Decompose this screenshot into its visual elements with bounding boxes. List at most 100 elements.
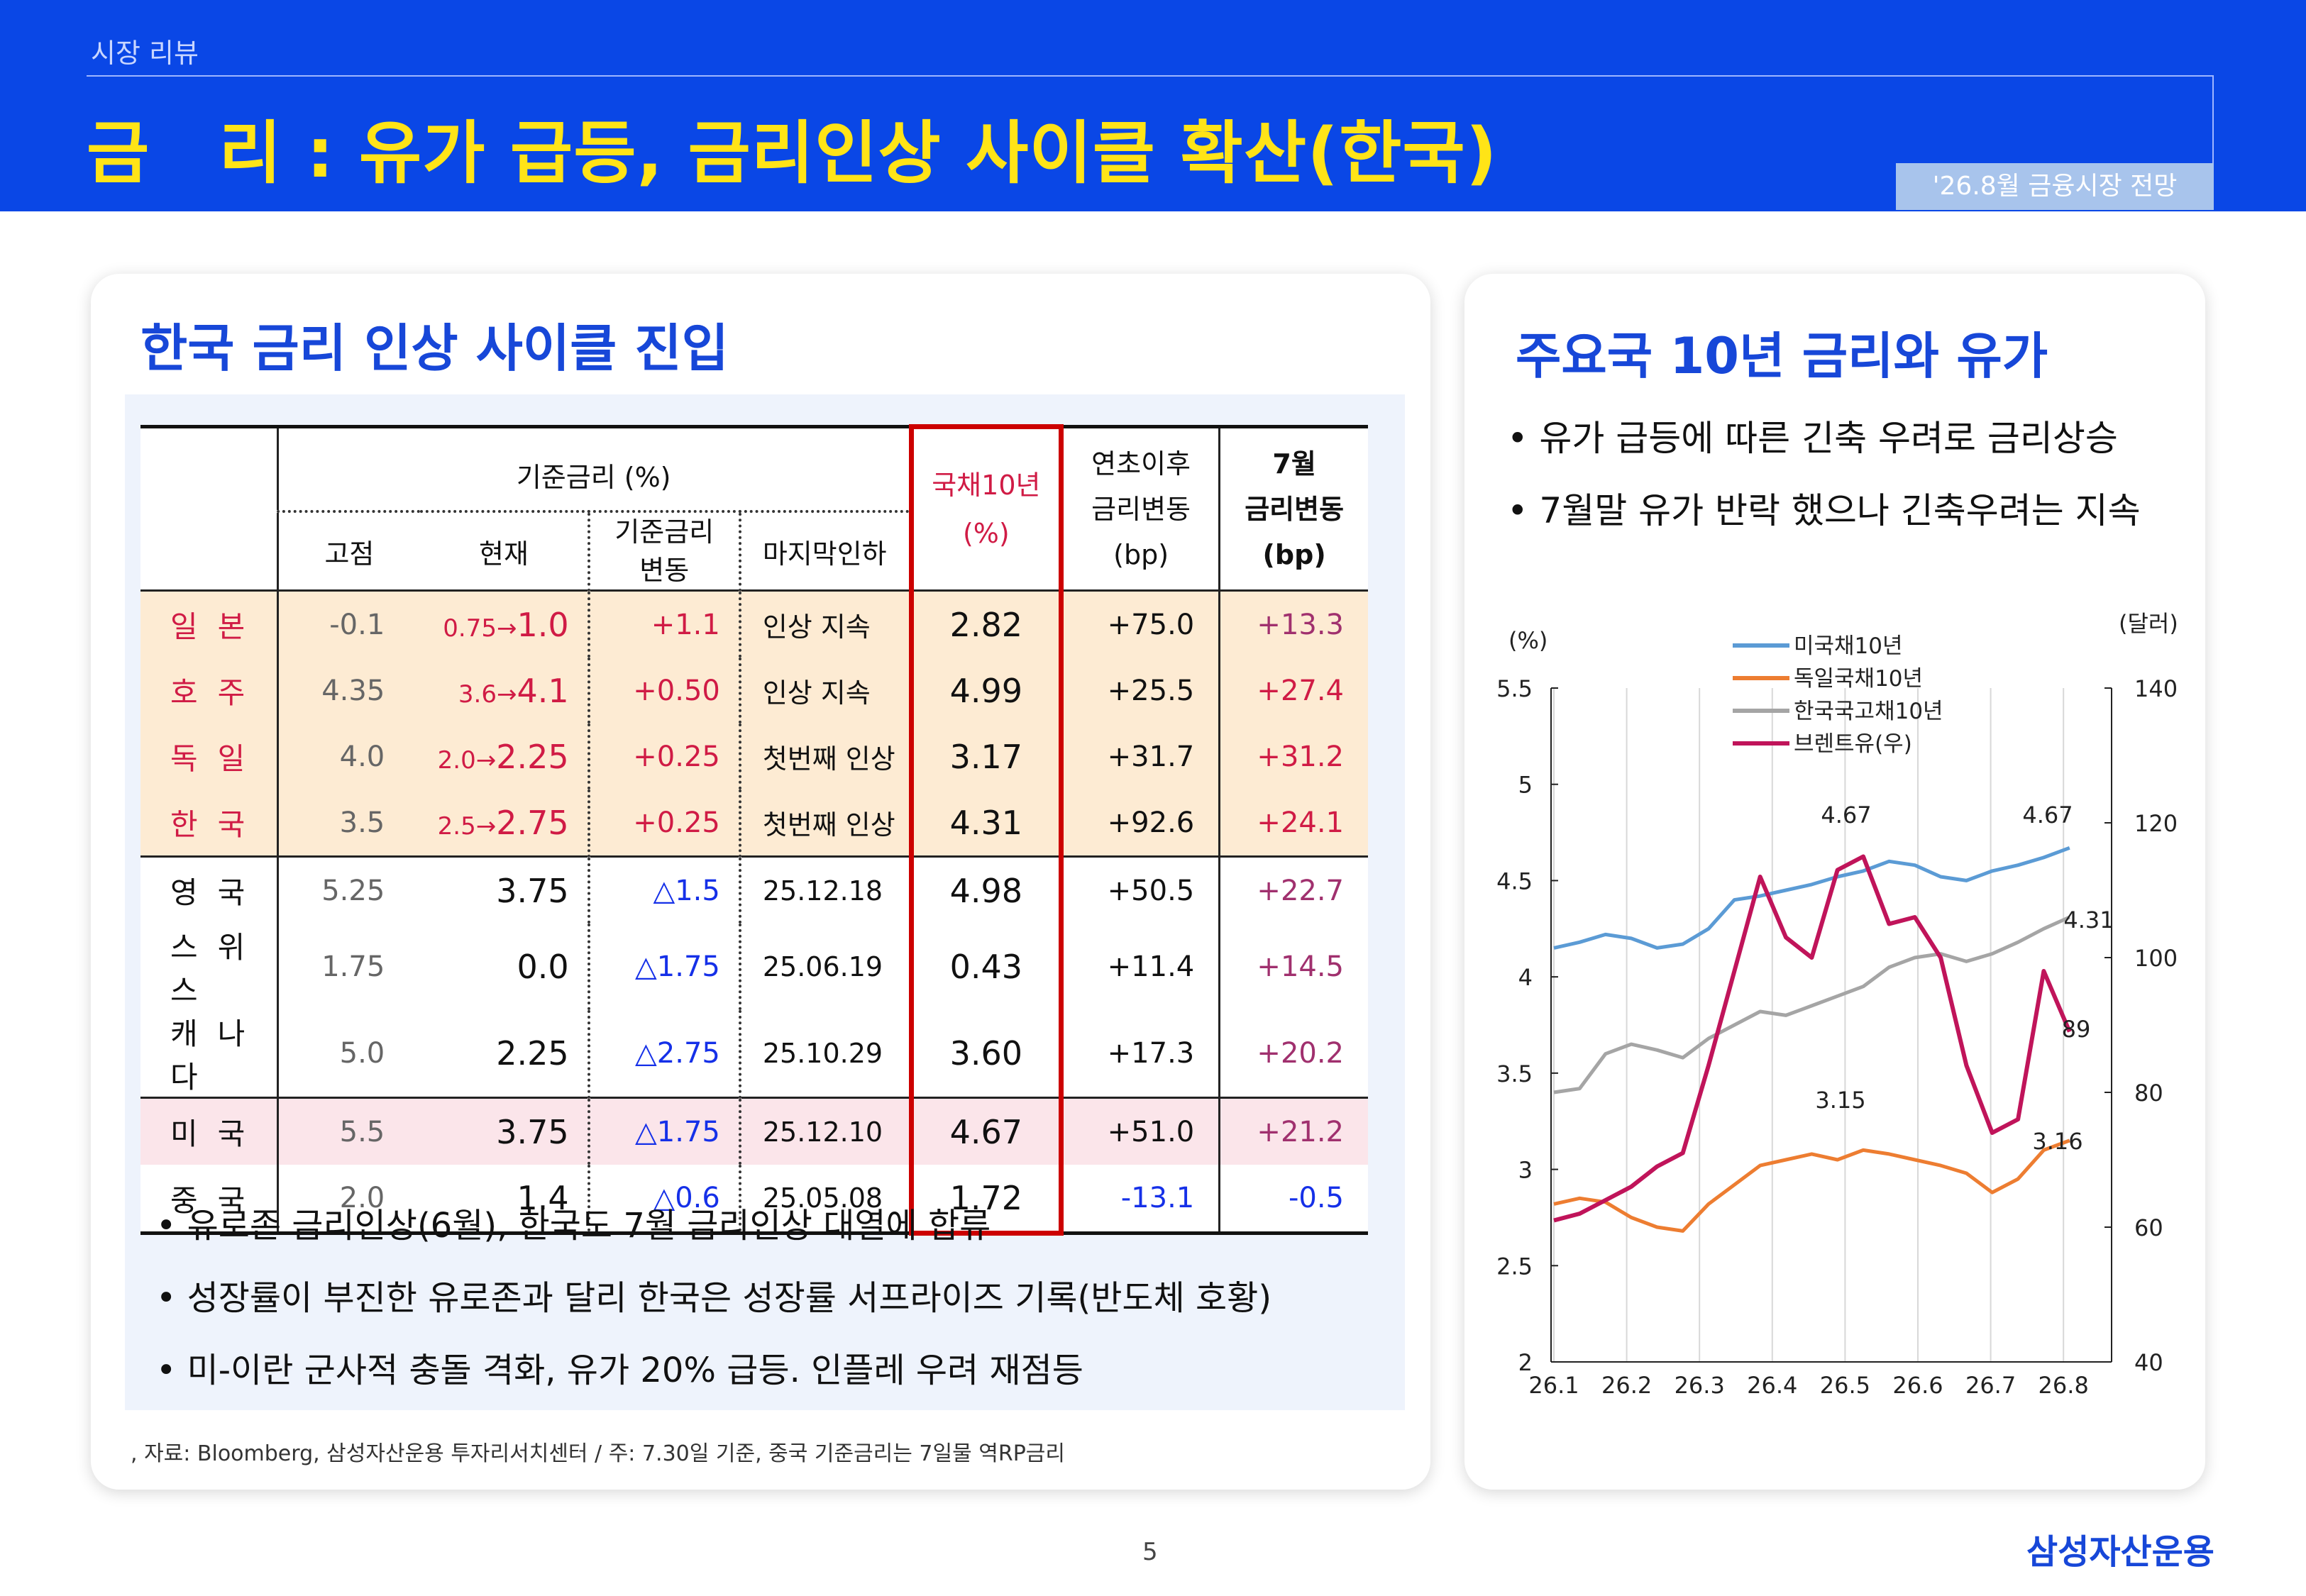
- x-tick-label: 26.1: [1528, 1372, 1579, 1399]
- cell-country: 독일: [140, 724, 279, 789]
- cell-change: △0.6: [588, 1165, 741, 1234]
- cell-current-to: 1.0: [517, 605, 569, 644]
- y-tick-label-left: 3.5: [1496, 1060, 1533, 1087]
- header-rule: [87, 75, 2214, 77]
- cell-current-to: 2.75: [496, 803, 569, 842]
- left-axis-unit: (%): [1508, 627, 1548, 654]
- cell-change: △1.75: [588, 1097, 741, 1165]
- date-badge: '26.8월 금융시장 전망: [1896, 163, 2214, 210]
- left-bullet: • 미-이란 군사적 충돌 격화, 유가 20% 급등. 인플레 우려 재점등: [156, 1351, 1083, 1390]
- y-tick-label-left: 5.5: [1496, 675, 1533, 702]
- cell-current-to: 3.75: [496, 1112, 569, 1151]
- cell-july: +22.7: [1219, 856, 1368, 924]
- cell-ytd: +11.4: [1061, 924, 1221, 1010]
- cell-last-cut: 첫번째 인상: [739, 724, 912, 789]
- rates-oil-chart: 2 2.5 3 3.5 4 4.5 5 5.5 40 60 80 100 120 140 26.1 26.2 2…: [1496, 610, 2178, 1399]
- cell-last-cut: 25.12.10: [739, 1097, 912, 1165]
- y-tick-label-left: 4: [1518, 964, 1533, 991]
- cell-ytd: +25.5: [1061, 658, 1221, 724]
- cell-change: +0.25: [588, 724, 741, 789]
- cell-current-from: 0.75→: [443, 614, 517, 643]
- header-bar: 시장 리뷰 금 리 : 유가 급등, 금리인상 사이클 확산(한국) '26.8…: [0, 0, 2306, 211]
- cell-ytd: +51.0: [1061, 1097, 1221, 1165]
- data-label: 3.16: [2032, 1128, 2082, 1155]
- col-header-july: 7월 금리변동 (bp): [1219, 426, 1368, 591]
- section-label: 시장 리뷰: [91, 38, 199, 69]
- cell-current: 2.0→2.25: [420, 724, 590, 789]
- cell-last-cut: 첫번째 인상: [739, 789, 912, 857]
- y-tick-label-right: 140: [2134, 675, 2178, 702]
- y-tick-label-right: 40: [2134, 1349, 2163, 1376]
- table-row: 스위스 1.75 0.0 △1.75 25.06.19 0.43 +11.4 +14.5: [140, 924, 1368, 1010]
- cell-current-from: 2.0→: [437, 746, 497, 775]
- header-rule-vertical: [2212, 75, 2214, 163]
- cell-10y: 2.82: [908, 590, 1064, 658]
- cell-july: +31.2: [1219, 724, 1368, 789]
- cell-current-to: 1.4: [517, 1179, 569, 1217]
- col-header-change: 기준금리 변동: [588, 511, 741, 591]
- company-logo: 삼성자산운용: [2026, 1532, 2214, 1572]
- y-tick-label-left: 5: [1518, 772, 1533, 799]
- right-axis-unit: (달러): [2119, 610, 2178, 637]
- col-header-last-cut: 마지막인하: [739, 511, 912, 591]
- cell-last-cut: 인상 지속: [739, 590, 912, 658]
- col-header-peak: 고점: [277, 511, 421, 591]
- cell-ytd: +92.6: [1061, 789, 1221, 857]
- cell-current-to: 4.1: [517, 671, 569, 710]
- cell-change: △1.75: [588, 924, 741, 1010]
- col-header-ytd: 연초이후 금리변동 (bp): [1061, 426, 1221, 591]
- y-tick-label-right: 80: [2134, 1080, 2163, 1107]
- x-tick-label: 26.6: [1892, 1372, 1943, 1399]
- series-line: [1553, 854, 2072, 1223]
- cell-10y: 4.67: [908, 1097, 1064, 1165]
- cell-current: 2.25: [420, 1010, 590, 1098]
- col-header-change-line2: 변동: [639, 555, 690, 586]
- cell-country: 중국: [140, 1165, 279, 1234]
- corner-cell: [140, 426, 279, 591]
- right-bullet: • 유가 급등에 따른 긴축 우려로 금리상승: [1507, 418, 2118, 459]
- col-header-july-line3: (bp): [1262, 538, 1326, 570]
- cell-last-cut: 25.05.08: [739, 1165, 912, 1234]
- cell-july: +24.1: [1219, 789, 1368, 857]
- cell-change: +0.50: [588, 658, 741, 724]
- cell-current: 0.0: [420, 924, 590, 1010]
- rates-table: 기준금리 (%) 국채10년 (%) 연초이후 금리변동 (bp) 7월 금리변동 (bp…: [140, 424, 1368, 1236]
- cell-10y: 1.72: [908, 1165, 1064, 1236]
- left-card-title: 한국 금리 인상 사이클 진입: [140, 318, 729, 378]
- legend-label: 브렌트유(우): [1794, 731, 1912, 757]
- cell-july: +20.2: [1219, 1010, 1368, 1098]
- cell-10y: 4.31: [908, 789, 1064, 857]
- cell-last-cut: 25.10.29: [739, 1010, 912, 1098]
- cell-change: △2.75: [588, 1010, 741, 1098]
- legend-label: 한국국고채10년: [1794, 699, 1943, 724]
- cell-current: 2.5→2.75: [420, 789, 590, 857]
- cell-country: 캐나다: [140, 1010, 279, 1098]
- page-number: 5: [1142, 1538, 1158, 1566]
- cell-july: +14.5: [1219, 924, 1368, 1010]
- table-row: 중국 2.0 1.4 △0.6 25.05.08 1.72 -13.1 -0.5: [140, 1165, 1368, 1236]
- cell-current-to: 3.75: [496, 871, 569, 910]
- cell-current: 1.4: [420, 1165, 590, 1234]
- right-card-title: 주요국 10년 금리와 유가: [1516, 327, 2048, 385]
- cell-ytd: +31.7: [1061, 724, 1221, 789]
- cell-last-cut: 인상 지속: [739, 658, 912, 724]
- x-tick-label: 26.4: [1747, 1372, 1797, 1399]
- cell-peak: 5.25: [277, 856, 421, 924]
- data-label: 4.67: [2022, 802, 2073, 829]
- cell-last-cut: 25.06.19: [739, 924, 912, 1010]
- cell-current-to: 2.25: [496, 1034, 569, 1073]
- source-note: , 자료: Bloomberg, 삼성자산운용 투자리서치센터 / 주: 7.3…: [131, 1441, 1065, 1466]
- cell-ytd: +50.5: [1061, 856, 1221, 924]
- cell-peak: 4.35: [277, 658, 421, 724]
- y-tick-label-left: 4.5: [1496, 868, 1533, 894]
- cell-country: 일본: [140, 590, 279, 658]
- left-bullet: • 성장률이 부진한 유로존과 달리 한국은 성장률 서프라이즈 기록(반도체 …: [156, 1278, 1272, 1318]
- table-row: 미국 5.5 3.75 △1.75 25.12.10 4.67 +51.0 +21.2: [140, 1097, 1368, 1165]
- cell-10y: 3.17: [908, 724, 1064, 789]
- x-tick-label: 26.3: [1675, 1372, 1725, 1399]
- cell-peak: 1.75: [277, 924, 421, 1010]
- col-header-10y: 국채10년 (%): [908, 424, 1064, 591]
- page-title: 금 리 : 유가 급등, 금리인상 사이클 확산(한국): [87, 113, 1498, 193]
- cell-ytd: +75.0: [1061, 590, 1221, 658]
- cell-current: 3.75: [420, 1097, 590, 1165]
